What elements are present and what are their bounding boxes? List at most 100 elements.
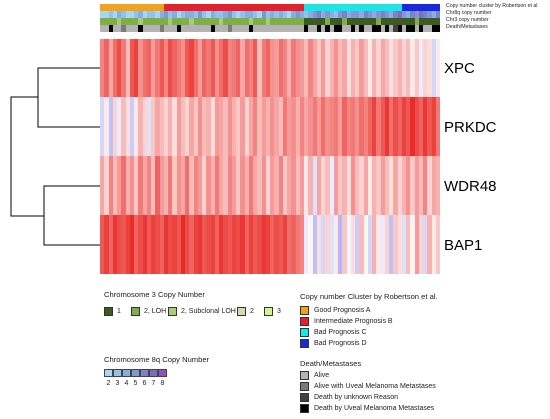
heatmap-cell-bap1 [117, 215, 122, 274]
heatmap-cell-wdr48 [168, 156, 173, 215]
heatmap-cell-xpc [185, 39, 190, 97]
chr3-legend-item: 3 [264, 307, 281, 316]
heatmap-cell-xpc [287, 39, 292, 97]
heatmap-cell-bap1 [427, 215, 432, 274]
heatmap-cell-xpc [138, 39, 143, 97]
chr8q-annotation-cell [210, 11, 215, 18]
gene-dendrogram [10, 67, 100, 246]
heatmap-cell-xpc [244, 39, 249, 97]
chr8q-legend-title: Chromosome 8q Copy Number [104, 355, 210, 364]
heatmap-cell-xpc [338, 39, 343, 97]
chr3-annotation-cell [312, 18, 317, 25]
death-annotation-cell [146, 25, 151, 32]
death-annotation-cell [389, 25, 394, 32]
heatmap-cell-bap1 [389, 215, 394, 274]
death-annotation-cell [151, 25, 156, 32]
death-annotation-cell [342, 25, 347, 32]
heatmap-cell-wdr48 [278, 156, 283, 215]
death-annotation-cell [274, 25, 279, 32]
chr8q-annotation-cell [172, 11, 177, 18]
death-annotation-cell [372, 25, 377, 32]
heatmap-cell-prkdc [185, 97, 190, 156]
chr8q-scale-swatch [104, 369, 113, 377]
heatmap-cell-wdr48 [138, 156, 143, 215]
cluster-annotation-cell [227, 4, 232, 11]
death-annotation-cell [142, 25, 147, 32]
heatmap-cell-wdr48 [380, 156, 385, 215]
heatmap-cell-prkdc [304, 97, 309, 156]
heatmap-cell-prkdc [138, 97, 143, 156]
chr3-annotation-cell [121, 18, 126, 25]
cluster-annotation-cell [214, 4, 219, 11]
cluster-annotation-cell [168, 4, 173, 11]
heatmap-cell-xpc [257, 39, 262, 97]
heatmap-cell-bap1 [231, 215, 236, 274]
cluster-annotation-cell [253, 4, 258, 11]
chr3-annotation-cell [372, 18, 377, 25]
cluster-annotation-cell [350, 4, 355, 11]
heatmap-cell-prkdc [393, 97, 398, 156]
cluster-annotation-cell [223, 4, 228, 11]
cluster-annotation-cell [410, 4, 415, 11]
cluster-annotation-cell [299, 4, 304, 11]
heatmap-cell-bap1 [329, 215, 334, 274]
heatmap-cell-bap1 [355, 215, 360, 274]
chr8q-annotation-cell [138, 11, 143, 18]
heatmap-cell-wdr48 [112, 156, 117, 215]
death-annotation-cell [253, 25, 258, 32]
death-annotation-cell [219, 25, 224, 32]
heatmap-cell-xpc [299, 39, 304, 97]
heatmap-cell-wdr48 [393, 156, 398, 215]
cluster-annotation-cell [151, 4, 156, 11]
heatmap-cell-bap1 [325, 215, 330, 274]
chr3-annotation-cell [350, 18, 355, 25]
death-annotation-cell [129, 25, 134, 32]
chr8q-annotation-cell [189, 11, 194, 18]
death-annotation-cell [393, 25, 398, 32]
chr8q-annotation-cell [278, 11, 283, 18]
death-annotation-cell [359, 25, 364, 32]
cluster-annotation-cell [112, 4, 117, 11]
chr3-legend-label: 2, LOH [144, 308, 167, 315]
heatmap-row-wdr48 [100, 156, 440, 215]
heatmap-cell-bap1 [146, 215, 151, 274]
death-annotation-cell [414, 25, 419, 32]
chr3-annotation-cell [299, 18, 304, 25]
death-annotation-cell [108, 25, 113, 32]
chr3-legend-item: 2, Subclonal LOH [168, 307, 236, 316]
heatmap-cell-bap1 [401, 215, 406, 274]
heatmap-cell-prkdc [325, 97, 330, 156]
cluster-annotation-cell [338, 4, 343, 11]
chr8q-annotation-cell [159, 11, 164, 18]
chr3-swatch [131, 307, 140, 316]
dendro-branch-root [10, 96, 44, 217]
heatmap-cell-bap1 [257, 215, 262, 274]
cluster-annotation-cell [100, 4, 105, 11]
cluster-annotation-cell [363, 4, 368, 11]
cluster-legend-label: Good Prognosis A [314, 307, 371, 314]
heatmap-cell-xpc [142, 39, 147, 97]
heatmap-cell-xpc [210, 39, 215, 97]
cluster-annotation-cell [172, 4, 177, 11]
chr3-annotation-cell [355, 18, 360, 25]
death-annotation-cell [180, 25, 185, 32]
heatmap-cell-prkdc [427, 97, 432, 156]
heatmap-cell-prkdc [329, 97, 334, 156]
death-annotation-cell [189, 25, 194, 32]
chr8q-annotation-cell [384, 11, 389, 18]
heatmap-cell-prkdc [104, 97, 109, 156]
cluster-swatch [300, 306, 309, 315]
death-annotation-cell [240, 25, 245, 32]
heatmap-cell-wdr48 [414, 156, 419, 215]
chr8q-annotation-cell [397, 11, 402, 18]
heatmap-cell-prkdc [265, 97, 270, 156]
heatmap-cell-prkdc [397, 97, 402, 156]
chr8q-annotation-cell [155, 11, 160, 18]
death-legend-item: Death by Uveal Melanoma Metastases [300, 404, 434, 413]
heatmap-cell-bap1 [202, 215, 207, 274]
chr3-swatch [237, 307, 246, 316]
heatmap-cell-xpc [104, 39, 109, 97]
chr8q-annotation-cell [431, 11, 436, 18]
death-annotation-cell [282, 25, 287, 32]
chr3-annotation-cell [321, 18, 326, 25]
